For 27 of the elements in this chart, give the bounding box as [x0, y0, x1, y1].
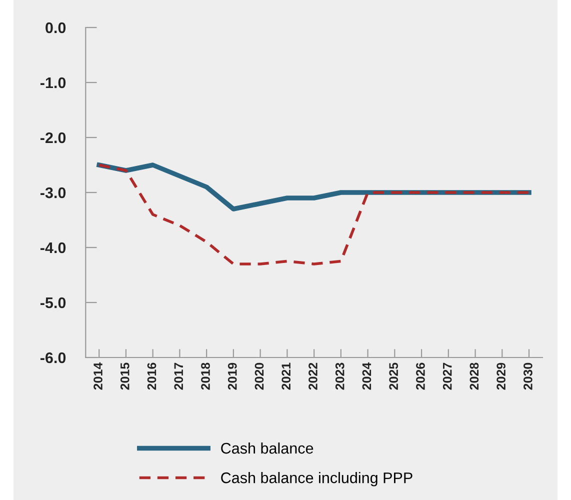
- y-tick-label: -2.0: [40, 132, 66, 144]
- y-tick-label: -3.0: [40, 187, 66, 198]
- x-tick-label: 2027: [442, 362, 452, 390]
- y-tick-label: -1.0: [40, 77, 66, 88]
- x-tick-label: 2026: [416, 362, 425, 390]
- x-tick-label: 2023: [335, 362, 344, 390]
- y-tick-label: 0.0: [46, 22, 66, 34]
- line-series: [98, 164, 530, 266]
- y-tick-label: -6.0: [40, 352, 66, 364]
- y-tick-label: -5.0: [40, 297, 66, 308]
- x-tick-label: 2024: [362, 362, 372, 390]
- x-tick-label: 2030: [524, 362, 532, 390]
- x-tick-label: 2017: [174, 362, 184, 390]
- y-tick-label: -4.0: [40, 242, 66, 254]
- x-tick-label: 2019: [228, 362, 237, 390]
- x-tick-label: 2028: [470, 362, 479, 390]
- legend-label: Cash balance: [221, 442, 314, 454]
- x-tick-label: 2018: [201, 362, 210, 390]
- x-tick-label: 2025: [389, 362, 398, 390]
- x-tick-label: 2014: [94, 362, 102, 390]
- x-tick-label: 2021: [282, 362, 291, 390]
- x-tick-label: 2022: [308, 362, 318, 390]
- x-tick-label: 2029: [496, 362, 506, 390]
- x-tick-label: 2020: [254, 362, 264, 390]
- legend-label: Cash balance including PPP: [221, 472, 412, 486]
- x-tick-label: 2016: [147, 362, 156, 390]
- x-tick-label: 2015: [120, 362, 130, 390]
